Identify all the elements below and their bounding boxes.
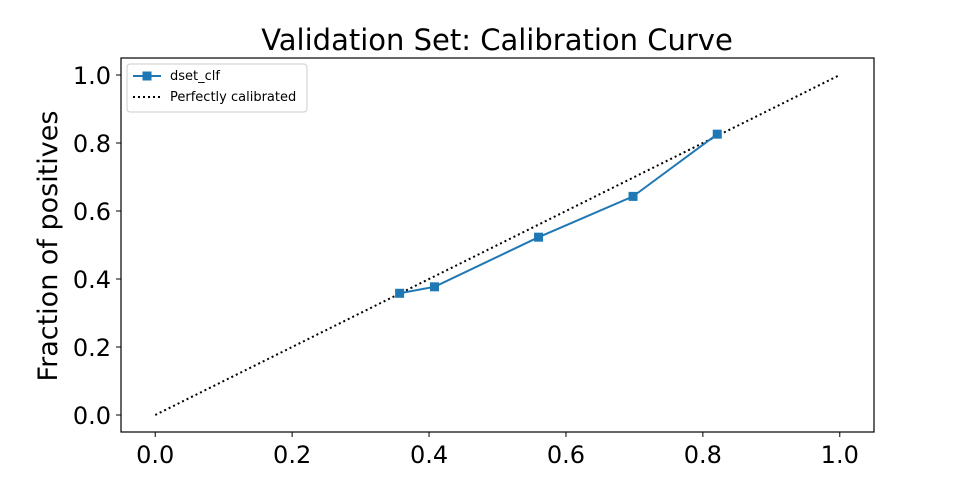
plot-area	[154, 74, 841, 416]
y-tick-label: 0.2	[73, 334, 111, 362]
chart-title: Validation Set: Calibration Curve	[261, 23, 733, 57]
y-tick-label: 0.0	[73, 402, 111, 430]
x-tick-label: 0.4	[410, 441, 448, 469]
x-tick-label: 0.2	[273, 441, 311, 469]
series-dset-clf-point	[712, 129, 722, 139]
legend: dset_clf Perfectly calibrated	[126, 63, 308, 113]
series-dset-clf-point	[395, 288, 405, 298]
y-tick-label: 0.8	[73, 130, 111, 158]
legend-perfectly-calibrated-label: Perfectly calibrated	[170, 90, 296, 105]
series-perfectly-calibrated-line	[154, 74, 841, 416]
x-tick-label: 0.8	[684, 441, 722, 469]
legend-dset-clf-marker	[142, 71, 152, 81]
x-tick-label: 1.0	[821, 441, 859, 469]
y-tick-label: 0.4	[73, 266, 111, 294]
legend-dset-clf-label: dset_clf	[170, 69, 220, 84]
legend-box	[126, 63, 308, 113]
x-tick-label: 0.6	[547, 441, 585, 469]
series-dset-clf-point	[430, 282, 440, 292]
axis-ticks: 0.0 0.2 0.4 0.6 0.8 1.0 0.0 0.2 0.4 0.6 0.8 1.0	[73, 62, 859, 469]
axes-frame	[120, 57, 875, 433]
x-tick-label: 0.0	[136, 441, 174, 469]
series-dset-clf-point	[534, 232, 544, 242]
y-axis-label: Fraction of positives	[33, 111, 64, 382]
y-tick-label: 1.0	[73, 62, 111, 90]
y-tick-label: 0.6	[73, 198, 111, 226]
series-dset-clf-point	[628, 191, 638, 201]
